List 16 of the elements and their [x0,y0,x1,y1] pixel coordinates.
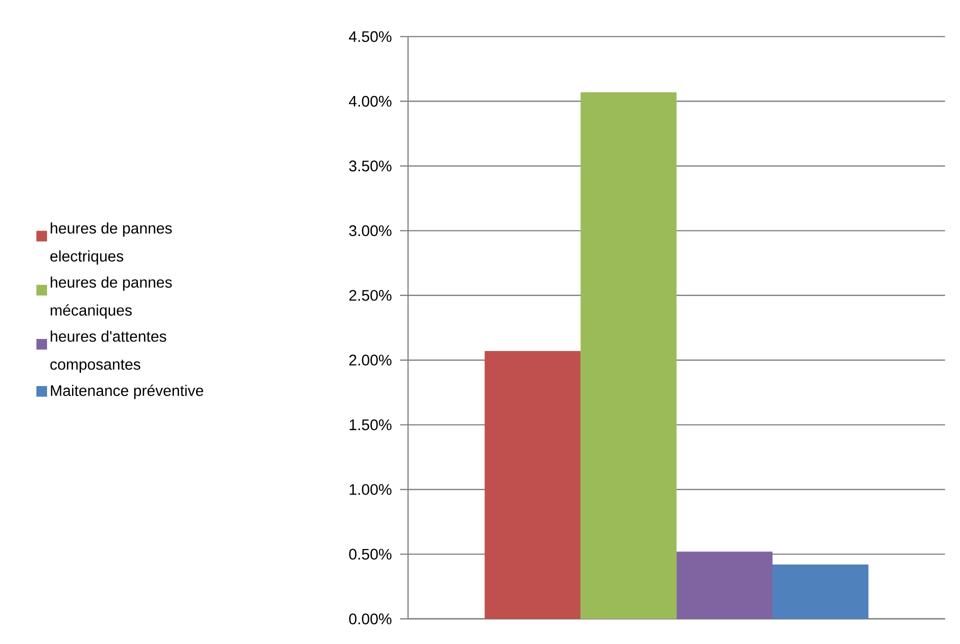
bar [676,552,773,619]
y-tick-label: 4.00% [348,96,392,107]
y-tick-label: 2.00% [349,354,392,366]
bar [580,92,677,619]
bar [772,564,868,619]
bar [484,350,581,619]
y-tick-label: 1.50% [350,419,392,430]
y-tick-label: 0.50% [349,548,392,560]
y-tick-label: 4.50% [348,31,392,42]
y-tick-label: 2.50% [349,290,392,301]
legend-label: Maitenance préventive [50,384,204,400]
legend-label: heures d'attentes composantes [50,330,166,373]
y-tick-label: 3.50% [349,160,392,172]
y-tick-label: 3.00% [349,225,392,236]
y-tick-label: 1.00% [350,484,392,495]
y-tick-label: 0.00% [349,613,392,624]
